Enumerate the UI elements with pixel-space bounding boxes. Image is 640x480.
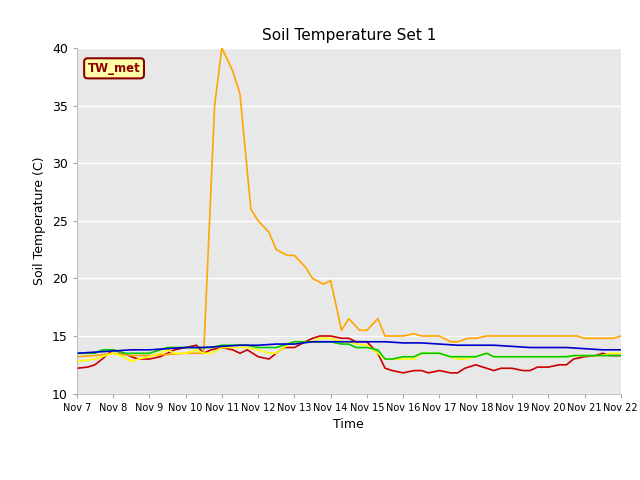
SoilT1_02	[265, 356, 273, 362]
SoilT1_02	[316, 333, 324, 339]
SoilT1_32	[563, 345, 570, 350]
SoilT1_32	[399, 340, 407, 346]
SoilT1_32	[236, 342, 244, 348]
SoilT1_04	[218, 45, 226, 51]
SoilT1_08	[265, 350, 273, 356]
SoilT1_08	[374, 350, 381, 356]
SoilT1_04	[428, 333, 436, 339]
SoilT1_32	[490, 342, 498, 348]
SoilT1_16	[73, 350, 81, 356]
SoilT1_32	[145, 347, 153, 353]
SoilT1_04	[410, 331, 418, 336]
SoilT1_32	[345, 339, 353, 345]
SoilT1_02	[374, 350, 381, 356]
SoilT1_08	[617, 350, 625, 356]
SoilT1_32	[580, 346, 588, 351]
SoilT1_16	[291, 339, 298, 345]
SoilT1_02	[617, 353, 625, 359]
SoilT1_04	[436, 333, 444, 339]
SoilT1_04	[472, 336, 479, 341]
SoilT1_08	[200, 350, 207, 356]
SoilT1_32	[254, 342, 262, 348]
SoilT1_16	[617, 353, 625, 359]
SoilT1_32	[127, 347, 135, 353]
SoilT1_32	[308, 339, 316, 345]
Line: SoilT1_08: SoilT1_08	[77, 338, 621, 361]
SoilT1_02	[563, 362, 570, 368]
SoilT1_02	[399, 370, 407, 376]
SoilT1_32	[218, 344, 226, 349]
SoilT1_32	[327, 339, 335, 345]
SoilT1_02	[417, 368, 425, 373]
SoilT1_16	[374, 347, 381, 353]
SoilT1_32	[381, 339, 389, 345]
SoilT1_16	[265, 345, 273, 350]
SoilT1_32	[73, 350, 81, 356]
SoilT1_32	[273, 341, 280, 347]
SoilT1_32	[508, 344, 516, 349]
SoilT1_32	[545, 345, 552, 350]
Text: TW_met: TW_met	[88, 62, 140, 75]
SoilT1_32	[454, 342, 461, 348]
SoilT1_32	[599, 347, 607, 353]
Line: SoilT1_02: SoilT1_02	[77, 336, 621, 373]
SoilT1_32	[200, 345, 207, 350]
SoilT1_08	[316, 336, 324, 341]
SoilT1_02	[73, 365, 81, 371]
SoilT1_08	[410, 356, 418, 362]
SoilT1_04	[73, 354, 81, 360]
SoilT1_04	[229, 68, 237, 74]
SoilT1_32	[182, 345, 189, 350]
Line: SoilT1_04: SoilT1_04	[77, 48, 621, 357]
SoilT1_16	[381, 356, 389, 362]
SoilT1_32	[417, 340, 425, 346]
SoilT1_04	[327, 278, 335, 284]
SoilT1_32	[526, 345, 534, 350]
SoilT1_32	[363, 339, 371, 345]
Title: Soil Temperature Set 1: Soil Temperature Set 1	[262, 28, 436, 43]
Line: SoilT1_32: SoilT1_32	[77, 342, 621, 353]
SoilT1_32	[109, 348, 117, 354]
SoilT1_02	[182, 345, 189, 350]
X-axis label: Time: Time	[333, 418, 364, 431]
SoilT1_32	[164, 346, 172, 351]
SoilT1_04	[617, 333, 625, 339]
SoilT1_08	[73, 359, 81, 364]
SoilT1_16	[417, 350, 425, 356]
SoilT1_32	[617, 347, 625, 353]
Y-axis label: Soil Temperature (C): Soil Temperature (C)	[33, 156, 46, 285]
SoilT1_16	[182, 345, 189, 350]
SoilT1_32	[291, 341, 298, 347]
SoilT1_16	[200, 345, 207, 350]
Line: SoilT1_16: SoilT1_16	[77, 342, 621, 359]
Legend: SoilT1_02, SoilT1_04, SoilT1_08, SoilT1_16, SoilT1_32: SoilT1_02, SoilT1_04, SoilT1_08, SoilT1_…	[111, 476, 587, 480]
SoilT1_32	[436, 341, 444, 347]
SoilT1_02	[200, 350, 207, 356]
SoilT1_16	[563, 354, 570, 360]
SoilT1_08	[182, 350, 189, 356]
SoilT1_32	[472, 342, 479, 348]
SoilT1_32	[91, 349, 99, 355]
SoilT1_08	[556, 354, 563, 360]
